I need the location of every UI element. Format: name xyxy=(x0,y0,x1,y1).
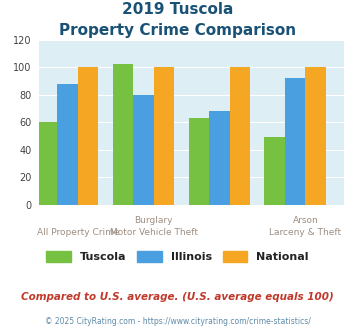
Bar xyxy=(209,111,230,205)
Text: © 2025 CityRating.com - https://www.cityrating.com/crime-statistics/: © 2025 CityRating.com - https://www.city… xyxy=(45,317,310,326)
Text: Burglary: Burglary xyxy=(135,216,173,225)
Bar xyxy=(305,67,326,205)
Bar xyxy=(230,67,250,205)
Bar xyxy=(78,67,98,205)
Text: All Property Crime: All Property Crime xyxy=(37,228,119,237)
Bar xyxy=(189,118,209,205)
Bar xyxy=(37,122,58,205)
Text: 2019 Tuscola: 2019 Tuscola xyxy=(122,2,233,16)
Legend: Tuscola, Illinois, National: Tuscola, Illinois, National xyxy=(42,247,313,267)
Text: Arson: Arson xyxy=(293,216,318,225)
Bar xyxy=(113,64,133,205)
Text: Property Crime Comparison: Property Crime Comparison xyxy=(59,23,296,38)
Text: Larceny & Theft: Larceny & Theft xyxy=(269,228,342,237)
Text: Compared to U.S. average. (U.S. average equals 100): Compared to U.S. average. (U.S. average … xyxy=(21,292,334,302)
Bar xyxy=(264,137,285,205)
Text: Motor Vehicle Theft: Motor Vehicle Theft xyxy=(110,228,198,237)
Bar xyxy=(154,67,174,205)
Bar xyxy=(285,78,305,205)
Bar xyxy=(58,83,78,205)
Bar xyxy=(133,95,154,205)
